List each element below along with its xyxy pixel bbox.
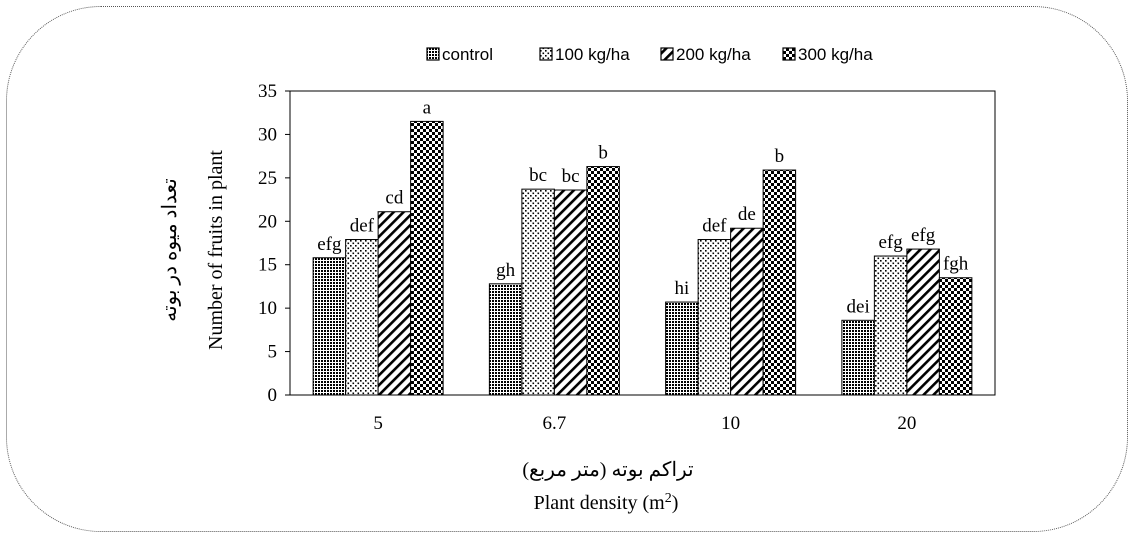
significance-letter: def [350,216,375,237]
legend-label: 300 kg/ha [798,45,873,64]
bar-200-kg-ha-6-7 [553,189,588,396]
y-tick-label: 30 [258,124,277,145]
plot-border [289,90,996,396]
y-tick-label: 25 [258,168,277,189]
bar-200-kg-ha-5 [377,211,412,396]
significance-letter: cd [385,188,403,209]
chart-frame [6,6,1128,532]
y-tick-label: 35 [258,81,277,102]
bar-control-6-7 [488,283,523,396]
significance-letter: a [423,97,432,118]
significance-letter: hi [674,278,689,299]
significance-letter: bc [529,165,547,186]
significance-letter: efg [911,225,936,246]
significance-letter: efg [878,232,903,253]
legend-swatch [660,47,674,61]
bar-100-kg-ha-6-7 [521,188,555,396]
legend-swatch [782,47,796,61]
bar-100-kg-ha-5 [345,239,379,396]
y-tick-label: 5 [268,342,278,363]
significance-letter: b [598,143,608,164]
x-tick-label: 5 [373,413,383,434]
significance-letter: def [702,216,727,237]
bar-100-kg-ha-10 [697,239,732,396]
legend-label: 200 kg/ha [676,45,751,64]
legend-swatch [426,47,440,61]
legend-label: 100 kg/ha [555,45,630,64]
y-tick-label: 0 [268,385,278,406]
significance-letter: gh [496,260,516,281]
significance-letter: dei [847,296,870,317]
bar-control-20 [841,319,875,396]
bar-300-kg-ha-5 [410,120,444,396]
significance-letter: b [775,146,785,167]
y-tick-label: 15 [258,255,277,276]
x-axis-title: Plant density (m2) [534,491,679,515]
bar-300-kg-ha-20 [938,277,973,396]
x-axis-title-persian: تراکم بوته (متر مربع) [522,459,693,481]
bar-300-kg-ha-10 [762,169,797,396]
y-tick-label: 20 [258,211,277,232]
significance-letter: bc [562,166,580,187]
x-tick-label: 10 [721,413,740,434]
y-axis-title: Number of fruits in plant [205,150,227,350]
legend-swatch [539,47,553,61]
bar-100-kg-ha-20 [873,255,908,396]
bar-200-kg-ha-10 [730,227,764,396]
legend: control 100 kg/ha 200 kg/ha 300 kg/ha [426,45,873,64]
bar-control-5 [312,257,347,396]
bar-300-kg-ha-6-7 [586,166,620,396]
y-tick-label: 10 [258,298,277,319]
significance-letter: de [738,204,756,225]
significance-letter: fgh [943,254,969,275]
y-axis-title-persian: تعداد میوه در بوته [159,178,181,322]
x-tick-label: 20 [897,413,916,434]
bar-200-kg-ha-20 [906,248,940,396]
significance-letter: efg [317,234,342,255]
legend-label: control [442,45,493,64]
bar-control-10 [665,301,699,396]
x-tick-label: 6.7 [543,413,567,434]
